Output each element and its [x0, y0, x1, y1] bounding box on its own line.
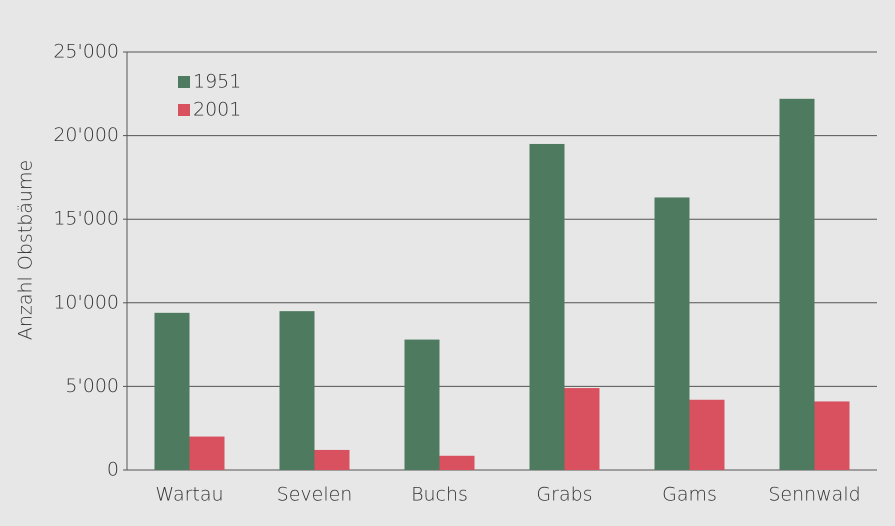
- x-tick-label: Wartau: [155, 484, 223, 506]
- bar: [689, 399, 725, 470]
- bar: [439, 455, 475, 470]
- legend-swatch: [178, 76, 190, 88]
- x-tick-label: Grabs: [536, 484, 592, 506]
- y-tick-label: 5'000: [65, 375, 119, 397]
- legend-swatch: [178, 104, 190, 116]
- x-tick-label: Gams: [662, 484, 717, 506]
- bar: [154, 312, 190, 470]
- bar: [814, 401, 850, 470]
- y-tick-label: 0: [107, 459, 119, 481]
- bar: [279, 311, 315, 470]
- bar: [654, 197, 690, 471]
- bar: [314, 449, 350, 470]
- x-tick-label: Sennwald: [768, 484, 860, 506]
- x-tick-label: Sevelen: [277, 484, 353, 506]
- y-tick-label: 15'000: [53, 208, 119, 230]
- bar: [529, 143, 565, 470]
- y-axis-label: Anzahl Obstbäume: [15, 160, 37, 340]
- bar: [779, 98, 815, 470]
- bar: [404, 339, 440, 470]
- y-tick-label: 20'000: [53, 124, 119, 146]
- y-tick-label: 10'000: [53, 291, 119, 313]
- legend-label: 2001: [193, 99, 241, 121]
- x-tick-label: Buchs: [411, 484, 468, 506]
- bar: [564, 388, 600, 470]
- legend-label: 1951: [193, 71, 241, 93]
- bar: [189, 436, 225, 470]
- y-tick-label: 25'000: [53, 41, 119, 63]
